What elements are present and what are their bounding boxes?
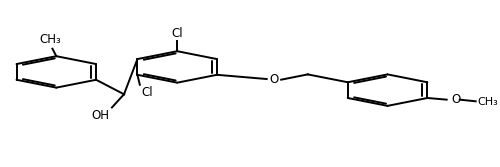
Text: CH₃: CH₃ xyxy=(477,97,498,107)
Text: Cl: Cl xyxy=(142,86,153,99)
Text: O: O xyxy=(452,93,461,106)
Text: O: O xyxy=(270,73,278,86)
Text: CH₃: CH₃ xyxy=(39,33,61,46)
Text: Cl: Cl xyxy=(172,27,183,40)
Text: OH: OH xyxy=(92,109,110,122)
